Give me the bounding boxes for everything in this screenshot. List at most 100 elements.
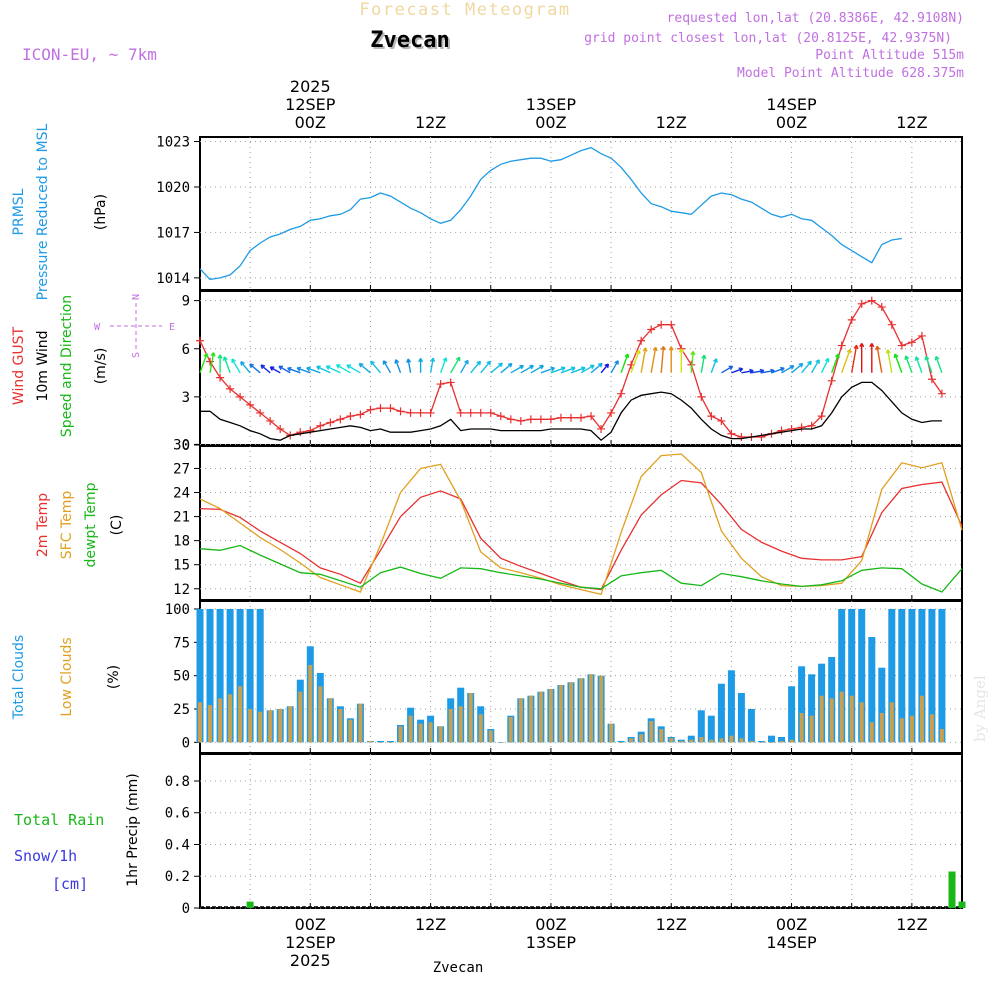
y-tick-label: 1023 bbox=[156, 135, 190, 151]
bar-low-clouds bbox=[318, 686, 323, 743]
y-tick-label: 0 bbox=[182, 438, 190, 454]
gust-marker bbox=[326, 418, 335, 427]
wind-arrow bbox=[240, 361, 251, 374]
panel-label: [cm] bbox=[52, 875, 88, 893]
bar-low-clouds bbox=[368, 741, 373, 743]
bar-total-clouds bbox=[798, 666, 806, 743]
bar-low-clouds bbox=[538, 691, 543, 743]
wind-arrow bbox=[710, 358, 718, 374]
wind-arrow bbox=[269, 366, 281, 374]
model-altitude: Model Point Altitude 628.375m bbox=[737, 66, 964, 81]
bar-low-clouds bbox=[458, 706, 463, 743]
gust-marker bbox=[466, 408, 475, 417]
bar-low-clouds bbox=[839, 691, 844, 743]
gust-marker bbox=[456, 408, 465, 417]
bar-total-clouds bbox=[918, 609, 926, 743]
wind-arrow bbox=[610, 360, 619, 374]
gust-marker bbox=[486, 408, 495, 417]
gust-marker bbox=[356, 410, 365, 419]
gust-marker bbox=[436, 380, 445, 389]
gust-marker bbox=[216, 373, 225, 382]
wind-arrow bbox=[924, 355, 933, 374]
wind-arrow bbox=[490, 362, 503, 374]
bar-total-clouds bbox=[246, 609, 254, 743]
bar-total-clouds bbox=[377, 741, 384, 743]
y-tick-label: 24 bbox=[173, 486, 190, 502]
gust-marker bbox=[647, 325, 656, 334]
gust-marker bbox=[256, 408, 265, 417]
wind-arrow bbox=[791, 362, 804, 374]
gust-marker bbox=[506, 415, 515, 424]
bar-low-clouds bbox=[749, 741, 754, 743]
bar-total-clouds bbox=[226, 609, 234, 743]
wind-arrow bbox=[335, 364, 351, 374]
bar-low-clouds bbox=[308, 665, 313, 743]
time-label: 14SEP bbox=[766, 933, 817, 952]
y-tick-label: 21 bbox=[173, 510, 190, 526]
bar-low-clouds bbox=[278, 709, 283, 743]
gust-marker bbox=[667, 320, 676, 329]
bar-low-clouds bbox=[859, 702, 864, 743]
bar-low-clouds bbox=[769, 742, 774, 743]
bar-low-clouds bbox=[518, 698, 523, 743]
wind-arrow bbox=[721, 365, 734, 374]
panel-label: 2m Temp bbox=[35, 493, 51, 557]
wind-arrow bbox=[893, 353, 903, 374]
bar-total-clouds bbox=[727, 670, 735, 743]
gust-marker bbox=[266, 416, 275, 425]
bar-low-clouds bbox=[669, 738, 674, 743]
time-label: 12Z bbox=[656, 113, 687, 132]
wind-arrow bbox=[520, 364, 534, 374]
bar-total-clouds bbox=[236, 609, 244, 743]
time-label: 12Z bbox=[896, 915, 927, 934]
wind-arrow bbox=[841, 348, 852, 374]
panel-label: Low Clouds bbox=[59, 637, 75, 716]
series-10m-wind bbox=[200, 381, 942, 442]
y-tick-label: 0.4 bbox=[165, 837, 190, 853]
gust-marker bbox=[757, 432, 766, 441]
time-label: 12SEP bbox=[285, 95, 336, 114]
wind-arrow bbox=[510, 364, 524, 374]
panel-label: Total Rain bbox=[14, 811, 104, 829]
gust-marker bbox=[937, 389, 946, 398]
gust-marker bbox=[396, 407, 405, 416]
time-label: 12Z bbox=[415, 113, 446, 132]
y-tick-label: 6 bbox=[182, 342, 190, 358]
time-label: 14SEP bbox=[766, 95, 817, 114]
wind-arrow bbox=[382, 360, 392, 374]
gust-marker bbox=[546, 415, 555, 424]
gust-marker bbox=[737, 432, 746, 441]
bar-low-clouds bbox=[468, 693, 473, 743]
grid-point: grid point closest lon,lat (20.8125E, 42… bbox=[584, 31, 952, 46]
wind-arrow bbox=[450, 356, 461, 374]
bar-total-clouds bbox=[707, 715, 715, 743]
bar-low-clouds bbox=[288, 706, 293, 743]
gust-marker bbox=[607, 408, 616, 417]
wind-arrow bbox=[678, 348, 684, 373]
wind-arrow bbox=[530, 364, 544, 374]
gust-marker bbox=[526, 415, 535, 424]
gust-marker bbox=[336, 415, 345, 424]
time-label: 00Z bbox=[776, 915, 807, 934]
bar-low-clouds bbox=[589, 674, 593, 743]
bar-total-clouds bbox=[788, 686, 796, 743]
gust-marker bbox=[617, 389, 626, 398]
bar-total-clouds bbox=[888, 609, 896, 743]
wind-arrow bbox=[600, 363, 610, 374]
wind-arrow bbox=[590, 362, 603, 374]
bar-low-clouds bbox=[358, 703, 363, 743]
y-tick-label: 0.8 bbox=[165, 774, 190, 790]
panel-frame bbox=[199, 753, 963, 909]
bar-low-clouds bbox=[889, 702, 894, 743]
bar-total-clouds bbox=[717, 683, 725, 743]
bar-low-clouds bbox=[428, 722, 433, 743]
y-tick-label: 15 bbox=[173, 558, 190, 574]
bar-low-clouds bbox=[508, 717, 513, 743]
y-tick-label: 75 bbox=[173, 635, 190, 651]
bar-low-clouds bbox=[388, 742, 393, 743]
wind-arrow bbox=[630, 349, 641, 374]
bar-low-clouds bbox=[809, 715, 814, 743]
wind-arrow bbox=[406, 358, 412, 373]
wind-arrow bbox=[934, 355, 943, 374]
